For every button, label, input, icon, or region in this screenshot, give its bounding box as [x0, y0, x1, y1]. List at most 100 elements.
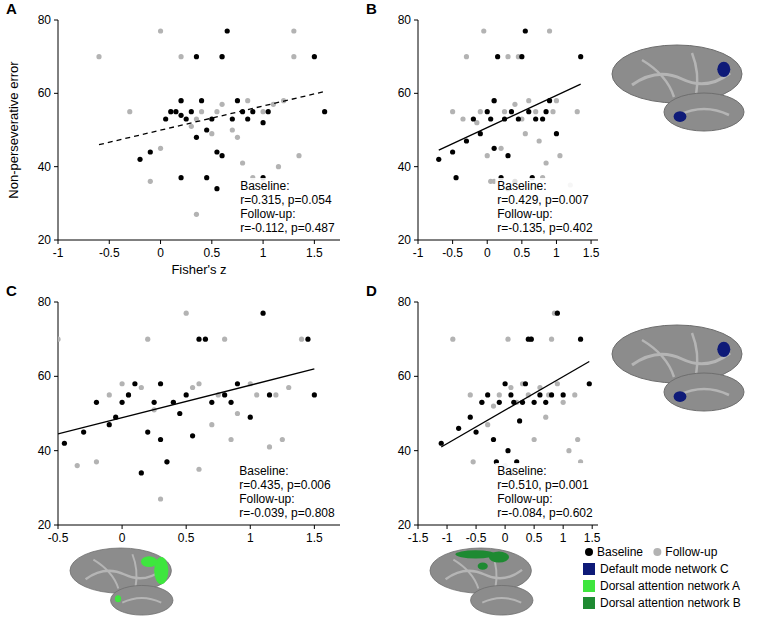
sulcus — [86, 570, 162, 579]
x-tick — [418, 240, 419, 244]
panel-letter: C — [6, 282, 17, 299]
y-axis-line — [418, 302, 419, 525]
x-tick-label: 0 — [484, 246, 491, 260]
point — [139, 385, 144, 390]
legend-label: Dorsal attention network A — [600, 579, 740, 593]
panel-letter: D — [366, 282, 377, 299]
annotation-text: r=0.435, p=0.006 — [239, 478, 331, 492]
panel: -0.500.511.520406080CBaseline:r=0.435, p… — [6, 282, 340, 545]
point — [575, 109, 580, 114]
brain-illustration — [70, 548, 173, 615]
point — [230, 127, 235, 132]
point — [471, 459, 476, 464]
annotation-text: Follow-up: — [497, 492, 552, 506]
x-tick-label: 0.5 — [526, 531, 543, 545]
sulcus — [679, 389, 729, 395]
y-tick — [54, 302, 58, 303]
x-tick — [314, 240, 315, 244]
x-tick-label: 1 — [553, 246, 560, 260]
y-tick — [54, 525, 58, 526]
point — [529, 337, 534, 342]
annotation-text: r=0.429, p=0.007 — [497, 193, 589, 207]
point — [148, 149, 153, 154]
point — [291, 54, 296, 59]
point — [561, 400, 566, 405]
point — [505, 337, 510, 342]
point — [190, 433, 195, 438]
y-tick — [54, 450, 58, 451]
point — [267, 392, 272, 397]
point — [498, 146, 503, 151]
point — [152, 400, 157, 405]
point — [547, 28, 552, 33]
point — [163, 116, 168, 121]
point — [168, 109, 173, 114]
point — [554, 98, 559, 103]
point — [173, 109, 178, 114]
annotation-text: Baseline: — [497, 464, 546, 478]
point — [81, 429, 86, 434]
point — [245, 116, 250, 121]
point — [587, 381, 592, 386]
point — [184, 311, 189, 316]
point — [508, 385, 513, 390]
sulcus — [632, 73, 730, 85]
y-tick — [414, 302, 418, 303]
point — [126, 392, 131, 397]
x-tick — [186, 525, 187, 529]
annotation-text: Follow-up: — [240, 207, 295, 221]
point — [464, 54, 469, 59]
point — [199, 109, 204, 114]
x-tick-label: -0.5 — [466, 531, 487, 545]
y-tick-label: 20 — [38, 233, 52, 247]
x-tick — [452, 240, 453, 244]
point — [209, 422, 214, 427]
x-tick — [211, 240, 212, 244]
point — [219, 102, 224, 107]
point — [523, 381, 528, 386]
point — [139, 470, 144, 475]
x-tick — [505, 525, 506, 529]
point — [436, 157, 441, 162]
x-tick-label: 0.5 — [514, 246, 531, 260]
point — [184, 392, 189, 397]
x-tick — [109, 240, 110, 244]
point — [523, 131, 528, 136]
point — [450, 109, 455, 114]
marks — [58, 311, 317, 502]
y-tick — [414, 240, 418, 241]
brain-medial — [471, 585, 533, 615]
y-tick-label: 60 — [398, 86, 412, 100]
point — [473, 429, 478, 434]
point — [549, 337, 554, 342]
y-tick — [54, 93, 58, 94]
point — [533, 109, 538, 114]
legend-swatch — [583, 563, 595, 575]
annotation-text: Follow-up: — [239, 492, 294, 506]
point — [526, 98, 531, 103]
x-axis-line — [58, 240, 340, 241]
annotation-text: r=-0.039, p=0.808 — [239, 506, 335, 520]
point — [537, 392, 542, 397]
x-tick — [534, 525, 535, 529]
x-tick-label: 1 — [260, 246, 267, 260]
point — [322, 109, 327, 114]
point — [119, 400, 124, 405]
annotation: Baseline:r=0.510, p=0.001Follow-up:r=-0.… — [495, 463, 595, 521]
x-tick — [250, 525, 251, 529]
network-patch — [141, 556, 157, 567]
point — [75, 463, 80, 468]
point — [488, 116, 493, 121]
point — [178, 54, 183, 59]
point — [194, 54, 199, 59]
y-axis-line — [58, 302, 59, 525]
y-tick — [54, 20, 58, 21]
brain-illustration — [612, 45, 744, 131]
point — [578, 54, 583, 59]
x-tick-label: -1 — [413, 246, 424, 260]
y-tick-label: 20 — [398, 518, 412, 532]
annotation-text: r=-0.112, p=0.487 — [240, 221, 335, 235]
point — [203, 337, 208, 342]
point — [126, 392, 131, 397]
point — [305, 337, 310, 342]
